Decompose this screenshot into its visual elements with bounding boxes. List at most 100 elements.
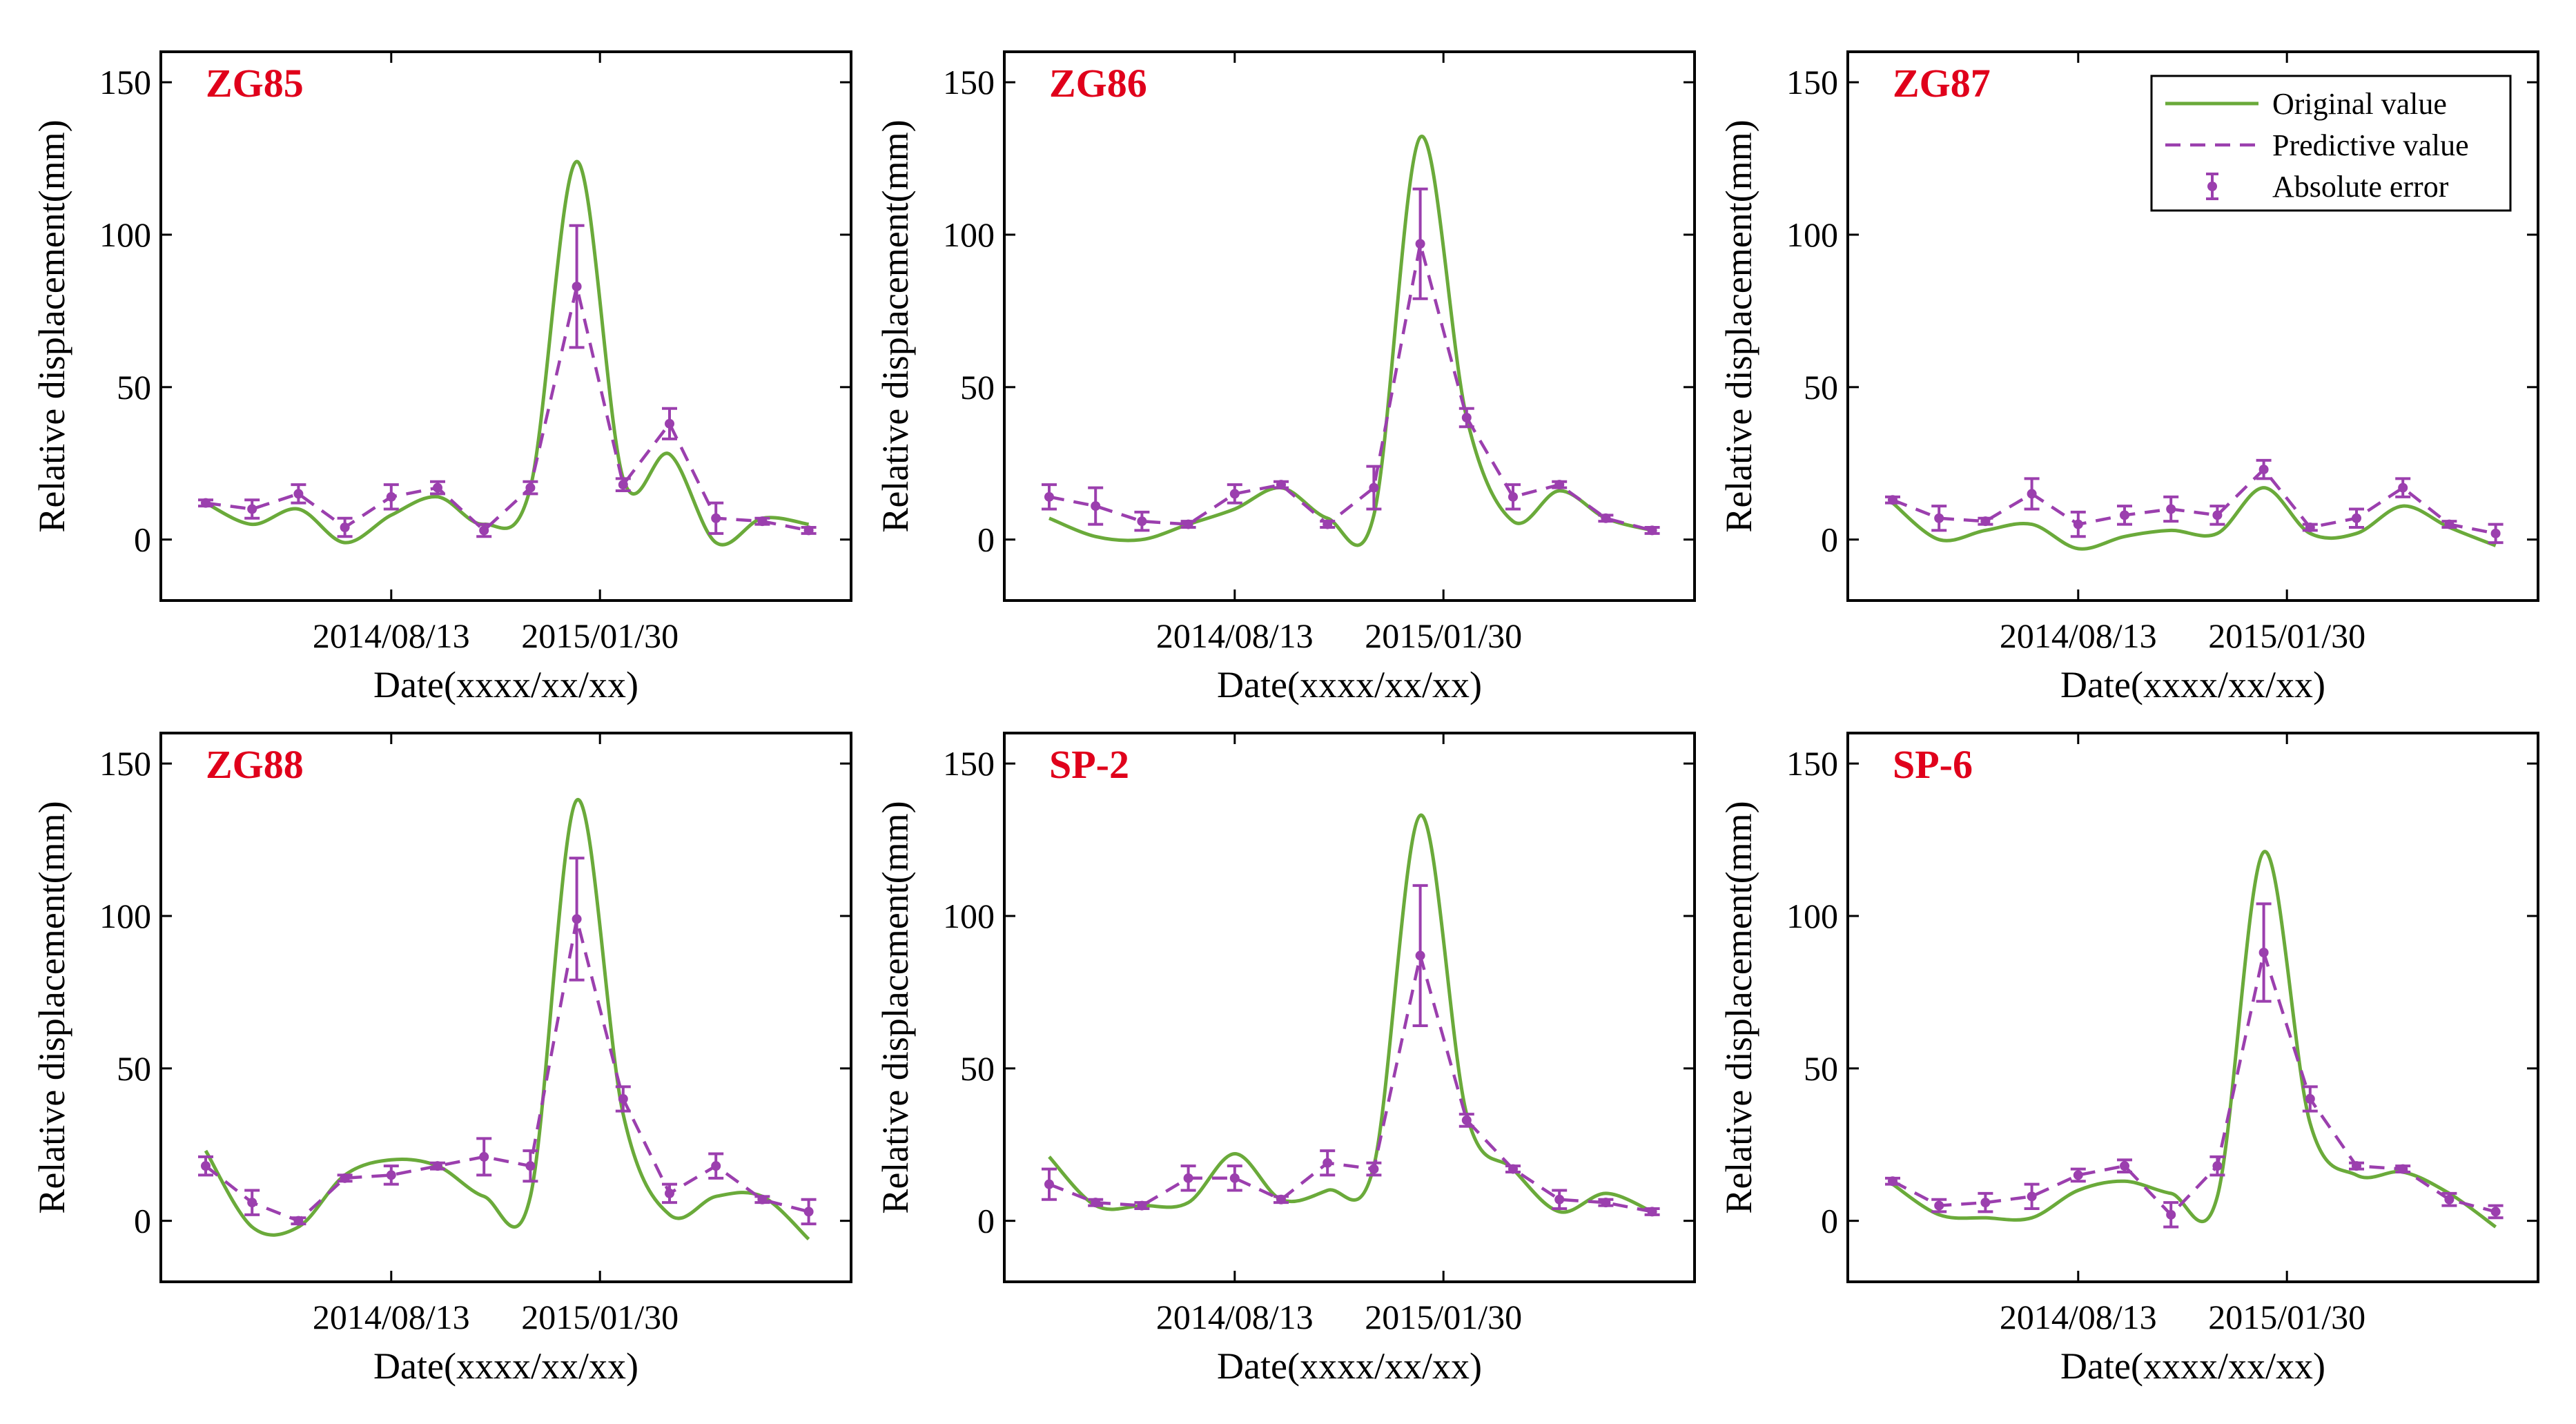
data-point [1137,1200,1147,1211]
data-point [1980,1198,1991,1208]
data-point [1137,516,1147,527]
data-point [1091,501,1101,511]
data-point [1091,1198,1101,1208]
panel-title: SP-6 [1893,742,1973,787]
data-point [386,491,396,502]
plot-frame [1846,732,2539,1283]
data-point [2490,528,2501,538]
x-tick-label: 2015/01/30 [521,1298,679,1336]
y-axis-label: Relative displacement(mm) [1718,119,1759,532]
y-tick-label: 150 [99,744,151,783]
series-original-line [1891,486,2497,551]
data-point [433,1161,442,1171]
data-point [803,525,814,536]
data-point [1508,1164,1518,1174]
data-point [1323,519,1333,529]
panel-title: SP-2 [1049,742,1129,787]
y-tick-label: 100 [99,897,151,935]
y-tick-label: 100 [943,215,995,254]
series-original-line [204,798,810,1241]
legend: Original value Predictive value Absolute e… [2150,75,2512,212]
legend-original-label: Original value [2272,87,2447,121]
panel-zg86: 0 50 100 150 2014/08/13 2015/01/30 Date(xxxx/x… [875,50,1696,705]
series-predictive-line [1048,955,1653,1213]
data-point [2490,1207,2501,1217]
x-tick-label: 2014/08/13 [2000,616,2157,655]
panel-zg87: 0 50 100 150 2014/08/13 2015/01/30 Date(xxxx/x… [1718,50,2539,705]
data-point [1601,513,1611,523]
data-point [1647,525,1657,536]
data-point [618,480,628,490]
data-point [2352,513,2361,523]
plot-frame [1846,50,2539,602]
data-point [247,504,257,514]
data-point [1934,1200,1944,1211]
data-point [1276,480,1286,490]
y-tick-label: 0 [134,1202,151,1240]
data-point [2305,523,2315,532]
y-tick-label: 150 [943,744,995,783]
data-point [386,1170,396,1180]
data-point [201,498,211,508]
data-point [1415,239,1425,249]
x-tick-label: 2015/01/30 [2208,616,2365,655]
data-point [2258,465,2269,475]
panel-title: ZG88 [206,742,304,787]
data-point [1508,491,1518,502]
data-point [1601,1198,1611,1208]
data-point [572,914,582,924]
data-point [1461,1115,1472,1125]
x-axis-label: Date(xxxx/xx/xx) [373,1345,638,1387]
data-point [1183,1173,1193,1183]
data-point [1044,491,1054,502]
y-tick-label: 100 [943,897,995,935]
data-point [2073,1170,2083,1180]
y-axis-label: Relative displacement(mm) [1718,801,1759,1213]
y-tick-label: 100 [1786,215,1838,254]
y-tick-label: 0 [1821,1202,1838,1240]
plot-frame [1003,50,1696,602]
data-point [2444,519,2455,529]
data-point [2258,948,2269,957]
series-predictive-line [1891,946,2497,1218]
data-point [2073,519,2083,529]
data-point [2027,489,2037,499]
data-point [1934,513,1944,523]
y-tick-label: 0 [977,1202,995,1240]
data-point [1369,1164,1379,1174]
data-point [479,1151,489,1162]
y-tick-label: 0 [134,520,151,559]
plot-frame [159,50,852,602]
x-tick-label: 2014/08/13 [313,616,470,655]
x-tick-label: 2014/08/13 [1156,1298,1314,1336]
data-point [711,513,721,523]
data-point [803,1207,814,1217]
y-tick-label: 50 [1804,1049,1838,1088]
data-point [1183,519,1193,529]
x-tick-label: 2014/08/13 [2000,1298,2157,1336]
panel-title: ZG85 [206,61,304,106]
y-tick-label: 50 [960,1049,995,1088]
panel-zg85: 0 50 100 150 2014/08/13 2015/01/30 Date(xxxx/x… [31,50,852,705]
data-point [479,525,489,536]
data-point [293,489,304,499]
data-point [2305,1094,2315,1104]
data-point [1229,1173,1240,1183]
data-point [433,482,442,493]
series-predictive-line [1892,467,2497,536]
plot-frame [159,732,852,1283]
panel-title: ZG87 [1893,61,1991,106]
x-tick-label: 2014/08/13 [313,1298,470,1336]
data-point [618,1094,628,1104]
y-axis-label: Relative displacement(mm) [31,119,72,532]
data-point [1888,495,1897,505]
data-point [2212,1161,2223,1171]
y-tick-label: 50 [1804,368,1838,407]
data-point [665,1188,674,1198]
data-point [1888,1176,1897,1187]
data-point [572,282,582,292]
data-point [1461,413,1472,422]
x-axis-label: Date(xxxx/xx/xx) [373,664,638,705]
data-point [525,1161,536,1171]
